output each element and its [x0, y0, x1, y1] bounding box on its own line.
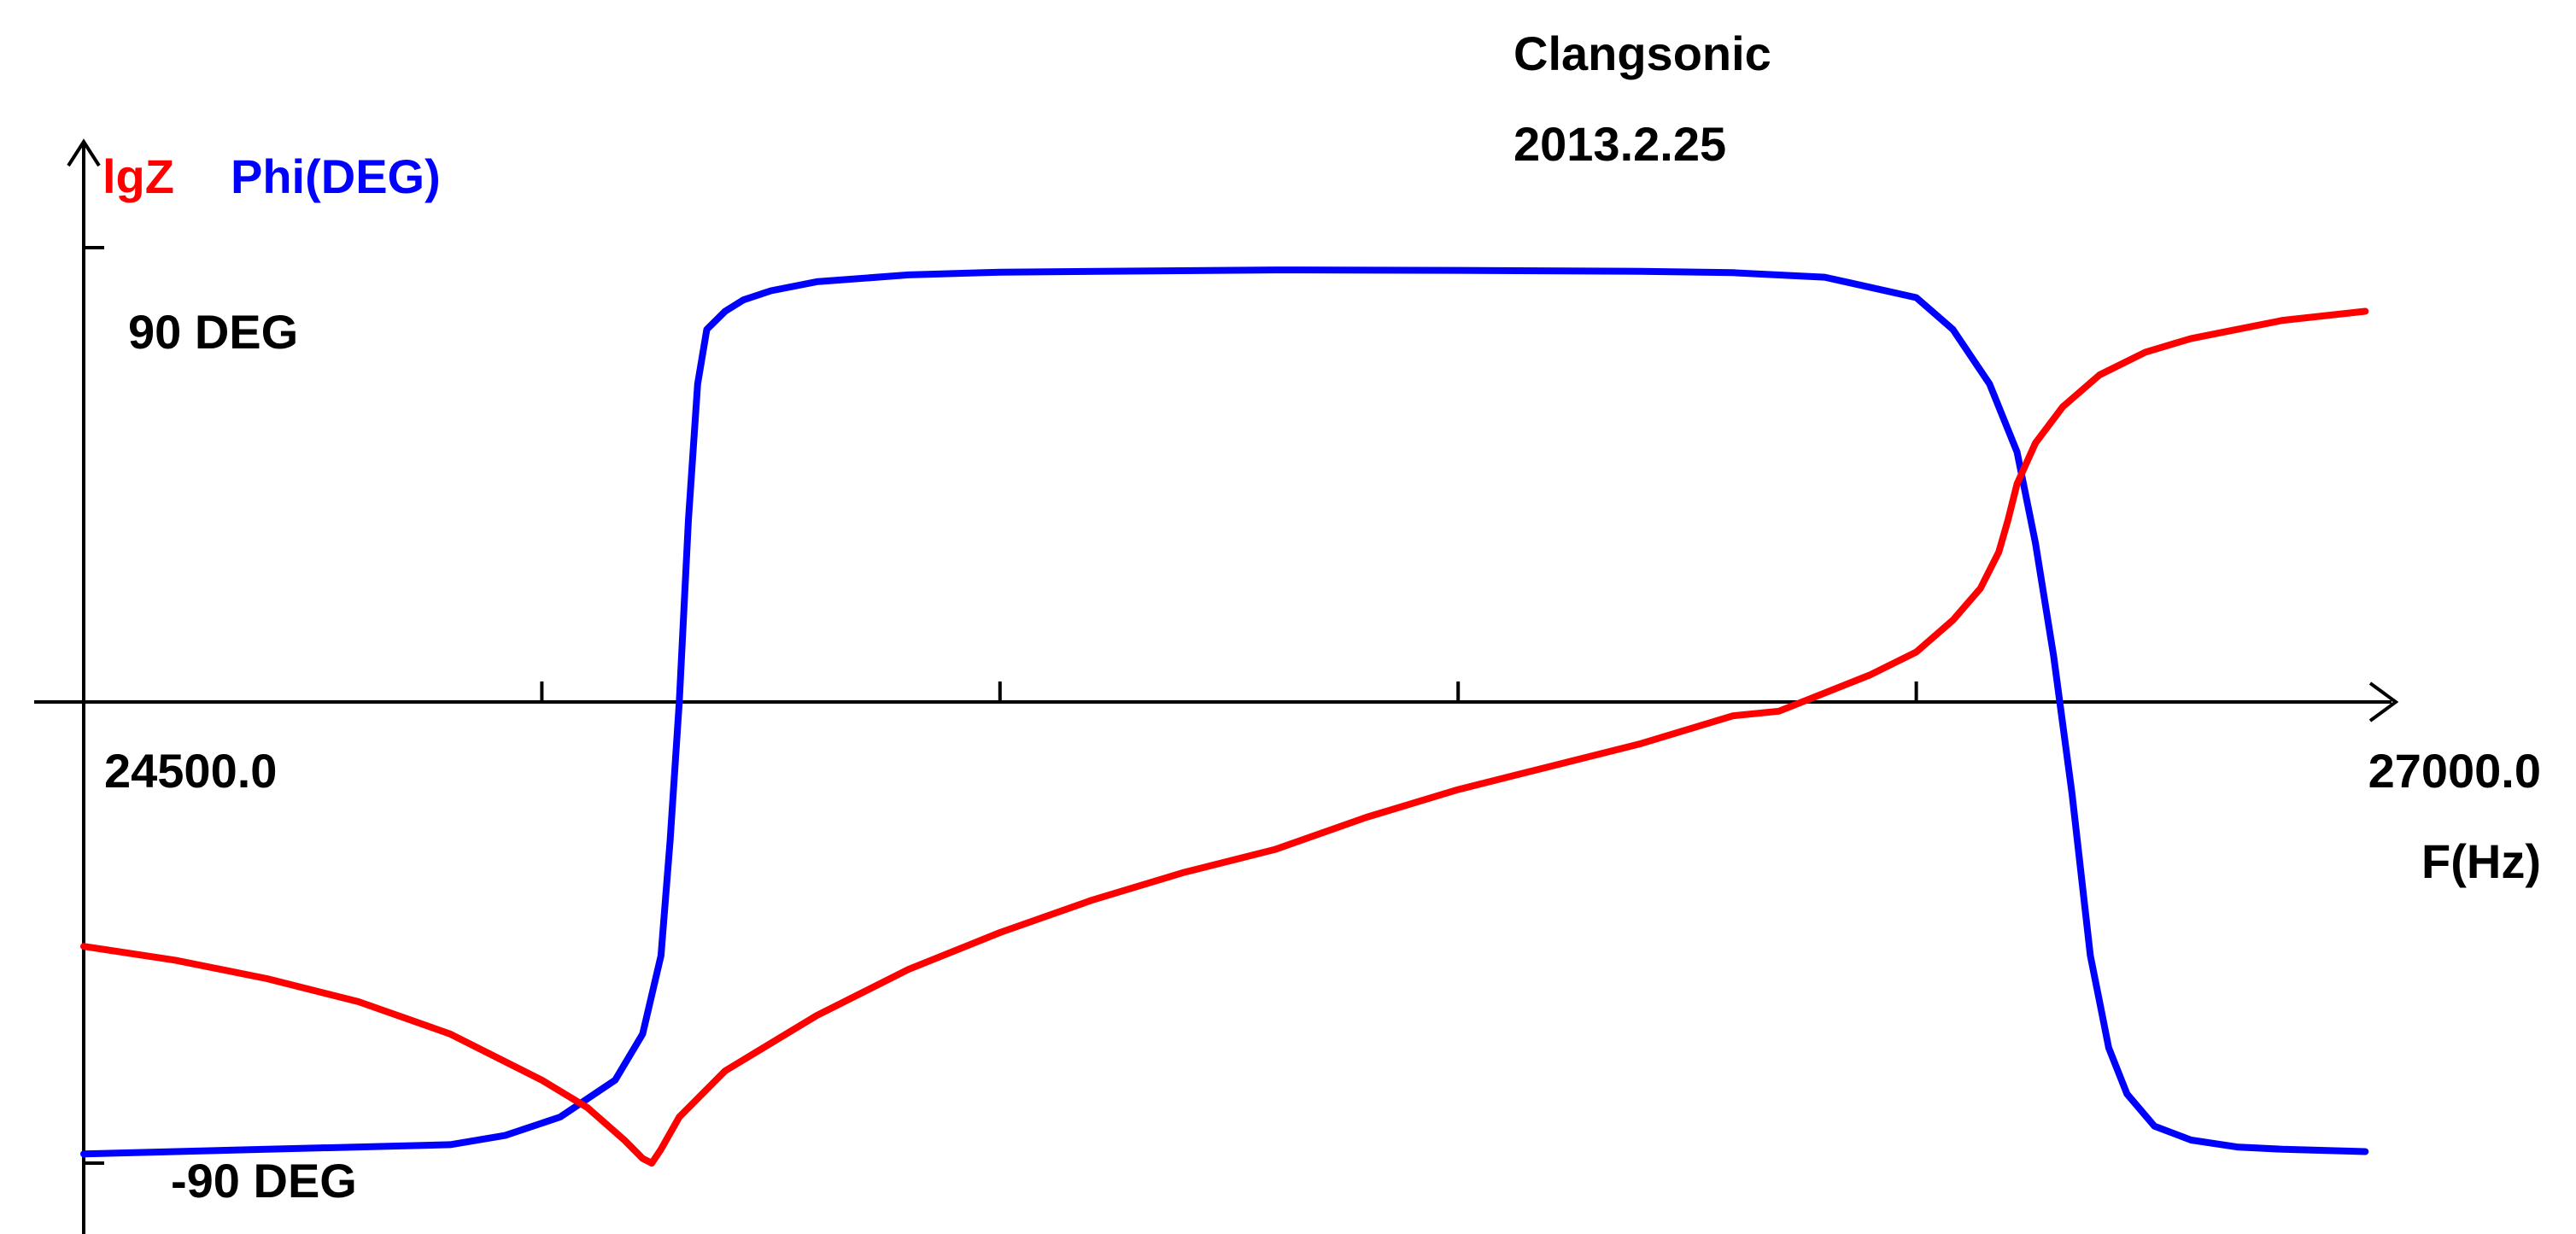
x-label-min: 24500.0	[104, 744, 277, 798]
series-line-impedance	[80, 307, 2369, 1167]
legend-lgz: lgZ	[102, 149, 174, 203]
legend-phi: Phi(DEG)	[231, 149, 441, 203]
y-axis-arrow	[67, 138, 101, 167]
x-axis-title: F(Hz)	[2421, 834, 2541, 888]
series-line-phase	[80, 266, 2369, 1158]
header-name: Clangsonic	[1513, 26, 1771, 80]
x-axis-arrow	[2368, 681, 2399, 722]
y-label-minus-90: -90 DEG	[171, 1154, 357, 1208]
x-label-max: 27000.0	[2368, 744, 2541, 798]
x-minor-ticks	[540, 681, 1918, 702]
header-date: 2013.2.25	[1513, 117, 1726, 171]
y-label-90: 90 DEG	[128, 305, 298, 359]
